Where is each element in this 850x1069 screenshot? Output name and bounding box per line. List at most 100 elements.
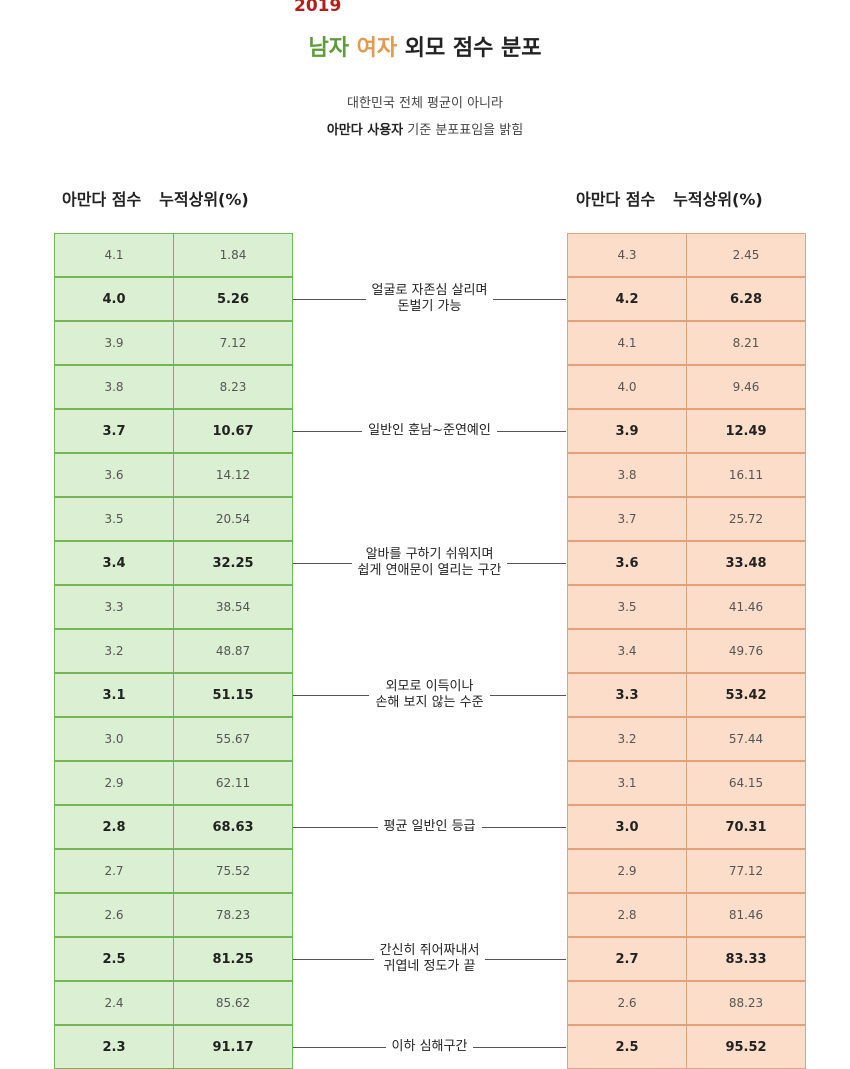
male-table-row: 3.2 48.87	[54, 629, 293, 673]
male-cumulative-cell: 68.63	[173, 805, 293, 849]
male-table-row: 2.7 75.52	[54, 849, 293, 893]
male-score-cell: 3.5	[54, 497, 174, 541]
annotation-line	[485, 958, 566, 960]
male-table-row: 3.9 7.12	[54, 321, 293, 365]
female-cumulative-cell: 25.72	[686, 497, 806, 541]
female-score-cell: 3.9	[567, 409, 687, 453]
male-table-row: 2.3 91.17	[54, 1025, 293, 1069]
female-score-cell: 4.0	[567, 365, 687, 409]
annotation-line	[493, 298, 566, 300]
male-cumulative-cell: 7.12	[173, 321, 293, 365]
annotation: 일반인 훈남~준연예인	[293, 409, 567, 453]
female-cumulative-header: 누적상위(%)	[673, 190, 763, 209]
female-cumulative-cell: 8.21	[686, 321, 806, 365]
male-cumulative-cell: 62.11	[173, 761, 293, 805]
female-score-cell: 3.7	[567, 497, 687, 541]
female-table-row: 3.8 16.11	[567, 453, 806, 497]
female-score-cell: 3.6	[567, 541, 687, 585]
female-table-row: 2.6 88.23	[567, 981, 806, 1025]
female-cumulative-cell: 12.49	[686, 409, 806, 453]
male-table-row: 3.5 20.54	[54, 497, 293, 541]
female-score-cell: 3.2	[567, 717, 687, 761]
subtitle-line2: 아만다 사용자 기준 분포표임을 밝힘	[0, 119, 850, 138]
page-title: 남자 여자 외모 점수 분포	[0, 30, 850, 62]
subtitle-rest: 기준 분포표임을 밝힘	[407, 123, 524, 138]
annotation-line	[293, 562, 352, 564]
male-table-row: 3.1 51.15	[54, 673, 293, 717]
male-cumulative-cell: 51.15	[173, 673, 293, 717]
female-table-row: 2.5 95.52	[567, 1025, 806, 1069]
female-cumulative-cell: 77.12	[686, 849, 806, 893]
male-score-cell: 3.3	[54, 585, 174, 629]
male-score-cell: 2.6	[54, 893, 174, 937]
male-table-row: 2.6 78.23	[54, 893, 293, 937]
male-table-row: 3.7 10.67	[54, 409, 293, 453]
female-score-cell: 4.2	[567, 277, 687, 321]
male-table-row: 3.0 55.67	[54, 717, 293, 761]
annotation-text: 간신히 쥐어짜내서 귀엽네 정도가 끝	[379, 943, 480, 974]
female-cumulative-cell: 70.31	[686, 805, 806, 849]
female-table-row: 2.7 83.33	[567, 937, 806, 981]
male-cumulative-cell: 75.52	[173, 849, 293, 893]
female-table-row: 2.8 81.46	[567, 893, 806, 937]
annotation-line	[293, 298, 366, 300]
subtitle-bold: 아만다 사용자	[326, 123, 404, 138]
annotation: 평균 일반인 등급	[293, 805, 566, 849]
female-cumulative-cell: 9.46	[686, 365, 806, 409]
male-score-cell: 2.9	[54, 761, 174, 805]
male-cumulative-cell: 14.12	[173, 453, 293, 497]
male-cumulative-cell: 48.87	[173, 629, 293, 673]
male-score-cell: 4.1	[54, 233, 174, 277]
female-cumulative-cell: 95.52	[686, 1025, 806, 1069]
female-score-cell: 3.3	[567, 673, 687, 717]
female-table-row: 3.6 33.48	[567, 541, 806, 585]
male-score-cell: 3.7	[54, 409, 174, 453]
male-table-row: 3.6 14.12	[54, 453, 293, 497]
female-cumulative-cell: 41.46	[686, 585, 806, 629]
annotation-line	[293, 958, 374, 960]
annotation-line	[496, 430, 567, 432]
male-table-row: 2.9 62.11	[54, 761, 293, 805]
female-cumulative-cell: 57.44	[686, 717, 806, 761]
female-table-row: 4.3 2.45	[567, 233, 806, 277]
female-table-row: 4.1 8.21	[567, 321, 806, 365]
male-cumulative-cell: 85.62	[173, 981, 293, 1025]
female-table-row: 3.2 57.44	[567, 717, 806, 761]
annotation: 간신히 쥐어짜내서 귀엽네 정도가 끝	[293, 937, 566, 981]
annotation-text: 평균 일반인 등급	[383, 819, 476, 834]
female-score-cell: 2.5	[567, 1025, 687, 1069]
male-cumulative-header: 누적상위(%)	[159, 190, 249, 209]
male-score-cell: 3.4	[54, 541, 174, 585]
annotation-text: 일반인 훈남~준연예인	[368, 423, 491, 438]
annotation-text: 알바를 구하기 쉬워지며 쉽게 연애문이 열리는 구간	[357, 547, 502, 578]
annotation-line	[293, 1046, 386, 1048]
annotation-line	[489, 694, 567, 696]
female-cumulative-cell: 49.76	[686, 629, 806, 673]
female-score-cell: 2.7	[567, 937, 687, 981]
male-cumulative-cell: 55.67	[173, 717, 293, 761]
annotation-line	[293, 430, 363, 432]
annotation: 이하 심해구간	[293, 1025, 566, 1069]
male-table-row: 4.1 1.84	[54, 233, 293, 277]
title-rest: 외모 점수 분포	[404, 36, 542, 61]
female-score-cell: 4.3	[567, 233, 687, 277]
male-score-header: 아만다 점수	[62, 190, 142, 209]
title-male: 남자	[308, 36, 349, 61]
male-table-row: 3.3 38.54	[54, 585, 293, 629]
male-cumulative-cell: 10.67	[173, 409, 293, 453]
male-table-row: 3.4 32.25	[54, 541, 293, 585]
female-cumulative-cell: 81.46	[686, 893, 806, 937]
annotation-text: 이하 심해구간	[391, 1039, 468, 1054]
female-cumulative-cell: 83.33	[686, 937, 806, 981]
female-score-cell: 3.4	[567, 629, 687, 673]
female-score-cell: 2.9	[567, 849, 687, 893]
male-score-cell: 3.1	[54, 673, 174, 717]
male-table-row: 3.8 8.23	[54, 365, 293, 409]
female-cumulative-cell: 2.45	[686, 233, 806, 277]
female-table-row: 4.2 6.28	[567, 277, 806, 321]
female-cumulative-cell: 16.11	[686, 453, 806, 497]
annotation-line	[507, 562, 566, 564]
female-table-row: 3.4 49.76	[567, 629, 806, 673]
male-score-cell: 3.0	[54, 717, 174, 761]
male-table: 4.1 1.84 4.0 5.26 3.9 7.12 3.8 8.23 3.7 10.67 3.6 1…	[54, 233, 293, 1069]
